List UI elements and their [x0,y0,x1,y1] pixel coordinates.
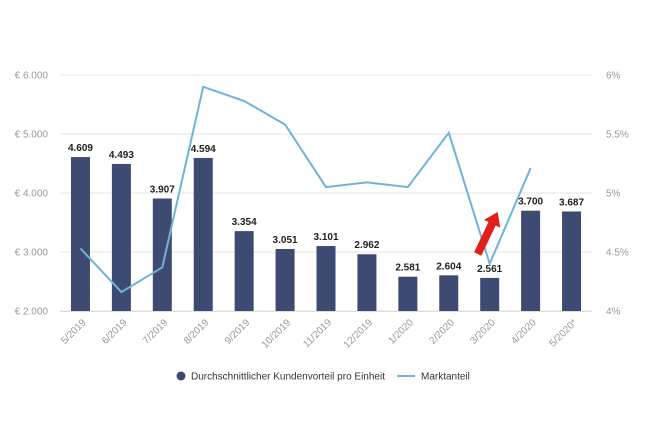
x-axis: 5/2019 6/2019 7/2019 8/2019 9/2019 10/2019 11/… [59,311,592,351]
x-tick-label: 4/2020 [509,317,539,347]
x-tick-label: 3/2020 [468,317,498,347]
bar [234,231,254,311]
bar [316,246,336,311]
bar-value-label: 3.907 [150,184,175,195]
x-tick-label: 6/2019 [100,317,130,347]
legend: Durchschnittlicher Kundenvorteil pro Ein… [176,371,470,383]
bar-value-label: 3.101 [313,232,338,243]
right-tick-label: 4.5% [606,248,629,259]
bar-value-label: 3.051 [273,235,298,246]
bar-data-labels: 4.609 4.493 3.907 4.594 3.354 3.051 3.101 2.962… [68,143,585,275]
x-tick-label: 10/2019 [260,317,294,351]
bar-value-label: 2.604 [436,261,461,272]
x-tick-label: 11/2019 [301,317,334,350]
red-arrow-icon [474,212,501,256]
x-tick-label: 5/2020* [547,317,579,349]
right-tick-label: 5% [606,189,621,200]
bar [111,163,131,311]
bar-value-label: 4.609 [68,143,93,154]
bar-value-label: 3.687 [559,197,584,208]
x-tick-label: 5/2019 [59,317,89,347]
x-tick-label: 12/2019 [342,317,376,351]
bar [562,211,582,311]
line-series [79,85,532,294]
left-tick-label: € 5.000 [15,130,49,141]
bar [480,277,500,311]
x-tick-label: 1/2020 [387,317,417,347]
bar [193,157,213,311]
bar-series [70,157,582,311]
bar [398,276,418,311]
bar-value-label: 3.700 [518,197,543,208]
bar-value-label: 2.581 [395,263,420,274]
left-y-axis: € 2.000 € 3.000 € 4.000 € 5.000 € 6.000 [15,71,49,318]
left-tick-label: € 3.000 [15,248,49,259]
legend-line-label: Marktanteil [421,372,470,383]
bar [439,275,459,311]
bar [521,210,541,311]
right-tick-label: 4% [606,307,621,318]
x-tick-label: 2/2020 [427,317,457,347]
bar [357,254,377,311]
bar [275,248,295,311]
bar-value-label: 3.354 [232,217,257,228]
x-tick-label: 7/2019 [141,317,171,347]
right-tick-label: 5.5% [606,130,629,141]
annotation [474,212,501,256]
x-tick-label: 9/2019 [223,317,253,347]
right-y-axis: 4% 4.5% 5% 5.5% 6% [606,71,629,318]
left-tick-label: € 4.000 [15,189,49,200]
bar [70,157,90,311]
right-tick-label: 6% [606,71,621,82]
bar [152,198,172,311]
bar-value-label: 2.561 [477,264,502,275]
x-tick-label: 8/2019 [182,317,212,347]
bar-value-label: 2.962 [354,240,379,251]
left-tick-label: € 2.000 [15,307,49,318]
bar-value-label: 4.493 [109,150,134,161]
legend-bar-label: Durchschnittlicher Kundenvorteil pro Ein… [191,372,385,383]
left-tick-label: € 6.000 [15,71,49,82]
marktanteil-line [79,85,532,294]
bar-value-label: 4.594 [191,144,216,155]
legend-bar-swatch [176,371,186,381]
